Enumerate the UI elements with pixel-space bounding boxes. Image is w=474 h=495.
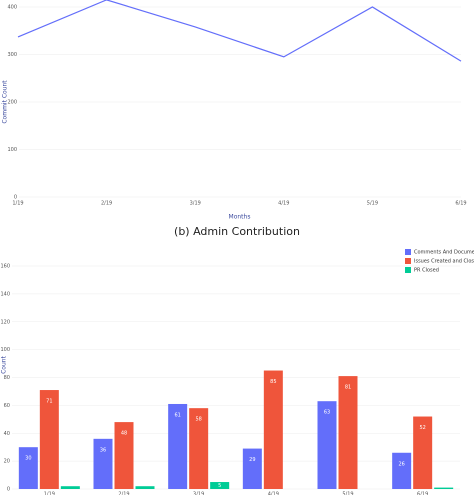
- legend-swatch: [405, 258, 411, 264]
- x-axis-label: Months: [229, 214, 251, 221]
- x-tick-label: 1/19: [12, 201, 23, 207]
- value-label: 63: [324, 410, 330, 416]
- value-label: 58: [195, 417, 201, 423]
- x-tick-label: 2/19: [101, 201, 112, 207]
- x-tick-label: 4/19: [278, 201, 289, 207]
- bar: [189, 408, 209, 489]
- y-tick-label: 120: [0, 319, 10, 325]
- bar: [93, 438, 113, 489]
- bar: [135, 486, 155, 489]
- value-label: 48: [121, 431, 127, 437]
- x-tick-label: 3/19: [193, 492, 204, 495]
- y-axis-label: Count: [1, 355, 8, 373]
- value-label: 5: [218, 483, 221, 489]
- x-tick-label: 2/19: [118, 492, 129, 495]
- legend-swatch: [405, 249, 411, 255]
- bar: [242, 448, 262, 489]
- bar: [413, 416, 433, 489]
- y-axis-label: Commit Count: [2, 80, 9, 124]
- x-tick-label: 5/19: [367, 201, 378, 207]
- y-tick-label: 300: [7, 52, 17, 58]
- x-tick-label: 6/19: [455, 201, 466, 207]
- bar: [392, 452, 412, 489]
- legend-label: Comments And Documentatic: [414, 250, 474, 256]
- value-label: 36: [100, 447, 106, 453]
- x-tick-label: 4/19: [268, 492, 279, 495]
- value-label: 71: [46, 399, 52, 405]
- y-tick-label: 0: [14, 195, 17, 201]
- x-tick-label: 5/19: [342, 492, 353, 495]
- bar: [168, 403, 188, 489]
- bar: [317, 401, 337, 489]
- value-label: 30: [25, 456, 31, 462]
- value-label: 52: [419, 425, 425, 431]
- y-tick-label: 80: [4, 375, 10, 381]
- value-label: 29: [249, 457, 255, 463]
- value-label: 81: [345, 385, 351, 391]
- bar: [434, 487, 454, 489]
- bar: [39, 390, 59, 489]
- bar: [60, 486, 80, 489]
- bar: [114, 422, 134, 489]
- y-tick-label: 0: [7, 487, 10, 493]
- legend-label: PR Closed: [414, 268, 439, 274]
- y-tick-label: 20: [4, 459, 10, 465]
- y-tick-label: 140: [0, 291, 10, 297]
- y-tick-label: 200: [7, 100, 17, 106]
- x-tick-label: 3/19: [190, 201, 201, 207]
- bar: [210, 482, 230, 489]
- legend-label: Issues Created and Closed: [414, 259, 474, 265]
- bar: [263, 370, 283, 489]
- y-tick-label: 60: [4, 403, 10, 409]
- y-tick-label: 40: [4, 431, 10, 437]
- y-tick-label: 160: [0, 264, 10, 270]
- bar: [338, 376, 358, 489]
- caption: (b) Admin Contribution: [174, 225, 300, 238]
- y-tick-label: 100: [0, 347, 10, 353]
- y-tick-label: 400: [7, 5, 17, 11]
- value-label: 85: [270, 379, 276, 385]
- x-tick-label: 1/19: [44, 492, 55, 495]
- value-label: 26: [398, 461, 404, 467]
- x-tick-label: 6/19: [417, 492, 428, 495]
- y-tick-label: 100: [7, 147, 17, 153]
- bar: [18, 447, 38, 489]
- line: [17, 0, 462, 62]
- legend-swatch: [405, 267, 411, 273]
- value-label: 61: [174, 412, 180, 418]
